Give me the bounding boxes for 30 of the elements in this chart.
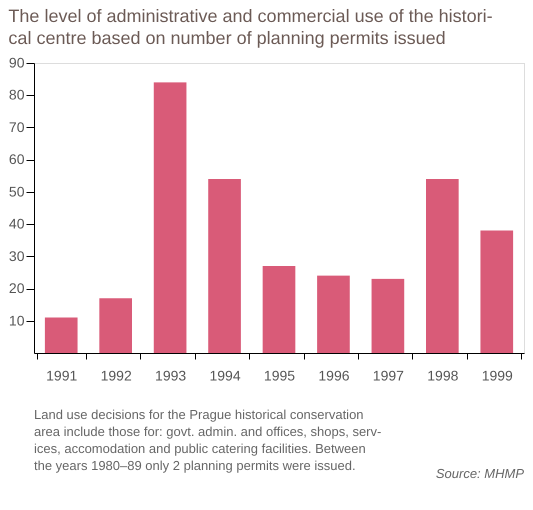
bar (99, 298, 132, 353)
bar (262, 266, 296, 353)
chart-title: The level of administrative and commercial use of the histori- cal centre based on number of planning permits issued (8, 6, 493, 48)
y-tick-label: 80 (8, 86, 25, 103)
y-tick-label: 30 (8, 248, 25, 264)
x-tick-label: 1992 (100, 368, 132, 384)
x-tick-label: 1996 (318, 368, 350, 384)
bar (372, 278, 404, 353)
y-tick-label: 20 (8, 280, 25, 296)
x-tick-label: 1997 (372, 368, 404, 384)
source-note: Source: MHMP (436, 466, 524, 481)
text: Land use decisions for the Prague historical conservation area include those for: govt. admin. and offices, shops, serv- ices, accomodation and public catering facilities. Between the years 1980–89 only 2 planning permits were issued. (34, 407, 382, 473)
y-tick-label: 60 (8, 151, 25, 168)
x-tick-label: 1991 (46, 368, 78, 384)
x-tick-label: 1995 (264, 368, 296, 384)
bar (426, 179, 459, 353)
y-tick-label: 50 (8, 183, 25, 200)
bar (208, 179, 241, 353)
x-tick-label: 1993 (155, 368, 186, 384)
bar (317, 276, 350, 353)
x-tick-label: 1998 (427, 368, 459, 384)
y-tick-label: 40 (8, 216, 25, 232)
bar (44, 318, 78, 353)
y-tick-label: 90 (8, 54, 25, 70)
y-tick-label: 10 (8, 312, 25, 328)
bar (480, 230, 514, 353)
x-tick-label: 1999 (482, 368, 514, 384)
bar (154, 82, 186, 353)
y-tick-label: 70 (8, 118, 25, 135)
x-tick-label: 1994 (209, 368, 241, 384)
